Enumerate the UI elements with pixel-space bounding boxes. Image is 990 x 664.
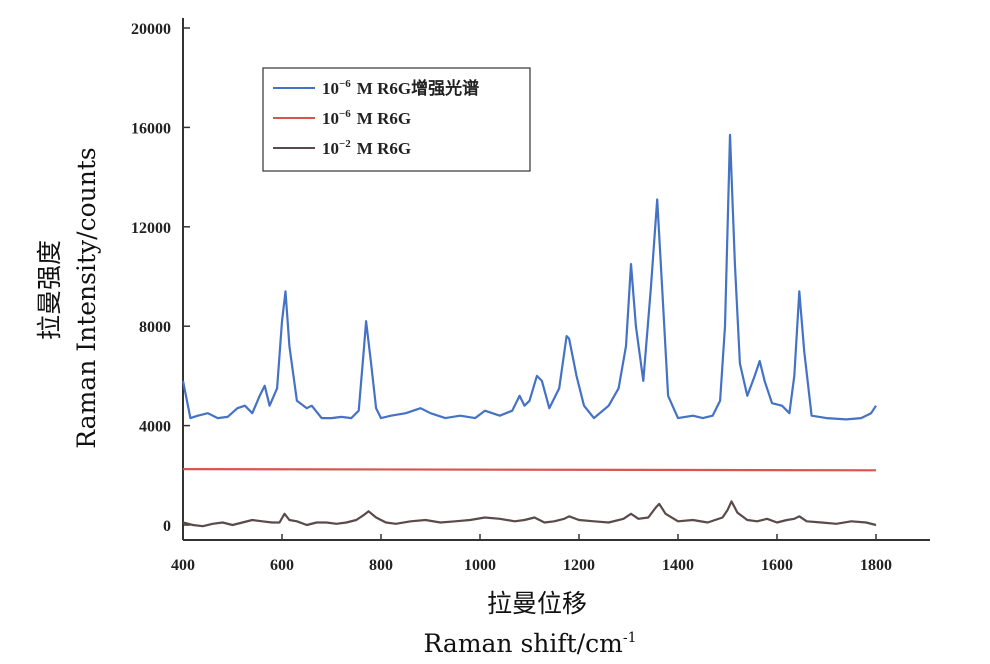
y-ticks: 0 4000 8000 12000 16000 20000	[131, 21, 190, 535]
y-axis-label-cn: 拉曼强度	[35, 240, 64, 340]
y-axis-label-en: Raman Intensity/counts	[72, 147, 101, 448]
x-tick-label: 1600	[761, 557, 793, 574]
series-line-2	[182, 500, 877, 528]
x-axis-label-cn: 拉曼位移	[487, 589, 587, 618]
x-axis-label-en: Raman shift/cm-1	[424, 629, 637, 658]
legend-label-2: 10−2 M R6G	[322, 138, 411, 158]
y-tick-label: 8000	[139, 319, 171, 336]
x-tick-label: 1400	[662, 557, 694, 574]
axes	[182, 18, 930, 541]
y-tick-label: 20000	[131, 21, 171, 38]
y-tick-label: 12000	[131, 220, 171, 237]
x-tick-label: 400	[171, 557, 195, 574]
x-tick-label: 1800	[860, 557, 892, 574]
y-tick-label: 0	[163, 518, 171, 535]
x-tick-label: 1000	[464, 557, 496, 574]
y-tick-label: 16000	[131, 120, 171, 137]
y-tick-label: 4000	[139, 419, 171, 436]
legend: 10−6 M R6G增强光谱 10−6 M R6G 10−2 M R6G	[262, 67, 531, 172]
x-tick-label: 1200	[563, 557, 595, 574]
legend-label-1: 10−6 M R6G	[322, 108, 411, 128]
series-line-1	[182, 468, 877, 472]
series-line-0	[181, 133, 877, 421]
x-axis-label: 拉曼位移 Raman shift/cm-1	[424, 589, 637, 658]
series-lines	[181, 133, 877, 528]
legend-box	[262, 67, 531, 172]
x-tick-label: 600	[270, 557, 294, 574]
x-ticks: 400 600 800 1000 1200 1400 1600 1800	[171, 534, 892, 574]
x-tick-label: 800	[369, 557, 393, 574]
y-axis-label: 拉曼强度 Raman Intensity/counts	[35, 147, 101, 448]
legend-label-0: 10−6 M R6G增强光谱	[322, 78, 479, 98]
